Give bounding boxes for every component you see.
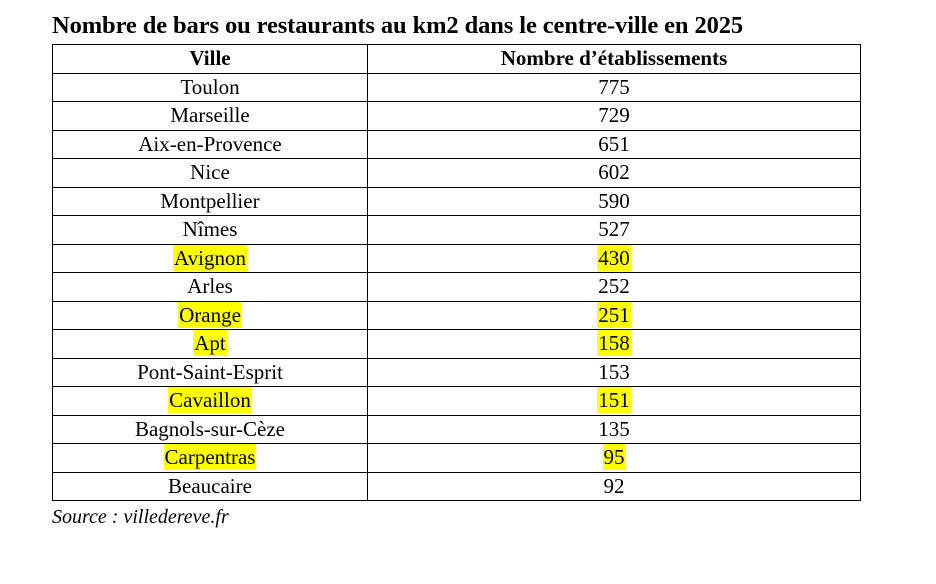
count-cell: 651 xyxy=(367,129,861,159)
count-cell-text: 135 xyxy=(598,416,630,441)
count-cell: 92 xyxy=(367,471,861,501)
city-cell: Carpentras xyxy=(52,443,368,473)
table-row: Toulon 775 xyxy=(52,72,861,102)
count-cell: 158 xyxy=(367,329,861,359)
city-cell: Apt xyxy=(52,329,368,359)
city-cell: Nice xyxy=(52,158,368,188)
city-cell: Bagnols-sur-Cèze xyxy=(52,414,368,444)
count-cell-text: 651 xyxy=(598,131,630,156)
source-note: Source : villedereve.fr xyxy=(52,506,229,528)
city-cell-text: Cavaillon xyxy=(168,387,252,414)
count-cell: 527 xyxy=(367,215,861,245)
table-row: Orange 251 xyxy=(52,300,861,330)
city-cell: Nîmes xyxy=(52,215,368,245)
count-cell: 251 xyxy=(367,300,861,330)
table-row: Nîmes 527 xyxy=(52,215,861,245)
city-cell-text: Marseille xyxy=(170,103,250,128)
city-cell-text: Aix-en-Provence xyxy=(138,131,282,156)
city-cell-text: Bagnols-sur-Cèze xyxy=(134,416,286,441)
column-header-ville: Ville xyxy=(52,44,368,74)
city-cell: Montpellier xyxy=(52,186,368,216)
city-cell: Toulon xyxy=(52,72,368,102)
table-row: Cavaillon 151 xyxy=(52,386,861,416)
data-table: Ville Nombre d’établissements Toulon 775 M… xyxy=(52,44,861,501)
count-cell: 602 xyxy=(367,158,861,188)
table-row: Apt 158 xyxy=(52,329,861,359)
table-row: Arles 252 xyxy=(52,272,861,302)
count-cell-text: 251 xyxy=(597,301,631,328)
city-cell: Marseille xyxy=(52,101,368,131)
table-row: Pont-Saint-Esprit 153 xyxy=(52,357,861,387)
count-cell: 775 xyxy=(367,72,861,102)
count-cell: 252 xyxy=(367,272,861,302)
city-cell: Aix-en-Provence xyxy=(52,129,368,159)
city-cell-text: Beaucaire xyxy=(168,473,252,498)
table-row: Aix-en-Provence 651 xyxy=(52,129,861,159)
count-cell-text: 92 xyxy=(603,473,625,498)
column-header-nombre: Nombre d’établissements xyxy=(367,44,861,74)
city-cell: Cavaillon xyxy=(52,386,368,416)
city-cell-text: Montpellier xyxy=(160,188,260,213)
count-cell-text: 158 xyxy=(597,330,631,357)
city-cell-text: Nîmes xyxy=(182,217,238,242)
table-row: Carpentras 95 xyxy=(52,443,861,473)
city-cell: Orange xyxy=(52,300,368,330)
count-cell-text: 95 xyxy=(602,444,626,471)
city-cell: Pont-Saint-Esprit xyxy=(52,357,368,387)
table-header-row: Ville Nombre d’établissements xyxy=(52,44,861,74)
count-cell: 151 xyxy=(367,386,861,416)
table-row: Nice 602 xyxy=(52,158,861,188)
count-cell-text: 252 xyxy=(598,274,630,299)
count-cell-text: 151 xyxy=(597,387,631,414)
city-cell-text: Pont-Saint-Esprit xyxy=(137,359,283,384)
page-title: Nombre de bars ou restaurants au km2 dan… xyxy=(52,12,744,39)
city-cell: Beaucaire xyxy=(52,471,368,501)
count-cell-text: 729 xyxy=(598,103,630,128)
table-row: Montpellier 590 xyxy=(52,186,861,216)
city-cell-text: Avignon xyxy=(173,244,247,271)
count-cell-text: 775 xyxy=(598,74,630,99)
count-cell-text: 527 xyxy=(598,217,630,242)
table-row: Bagnols-sur-Cèze 135 xyxy=(52,414,861,444)
city-cell: Avignon xyxy=(52,243,368,273)
city-cell: Arles xyxy=(52,272,368,302)
count-cell-text: 602 xyxy=(598,160,630,185)
city-cell-text: Nice xyxy=(190,160,230,185)
count-cell-text: 153 xyxy=(598,359,630,384)
count-cell: 590 xyxy=(367,186,861,216)
count-cell: 153 xyxy=(367,357,861,387)
count-cell: 95 xyxy=(367,443,861,473)
count-cell-text: 430 xyxy=(597,244,631,271)
count-cell: 430 xyxy=(367,243,861,273)
count-cell-text: 590 xyxy=(598,188,630,213)
count-cell: 135 xyxy=(367,414,861,444)
city-cell-text: Carpentras xyxy=(163,444,257,471)
table-row: Avignon 430 xyxy=(52,243,861,273)
city-cell-text: Apt xyxy=(193,330,227,357)
count-cell: 729 xyxy=(367,101,861,131)
city-cell-text: Orange xyxy=(178,301,242,328)
city-cell-text: Toulon xyxy=(180,74,240,99)
table-row: Beaucaire 92 xyxy=(52,471,861,501)
table-row: Marseille 729 xyxy=(52,101,861,131)
city-cell-text: Arles xyxy=(187,274,233,299)
